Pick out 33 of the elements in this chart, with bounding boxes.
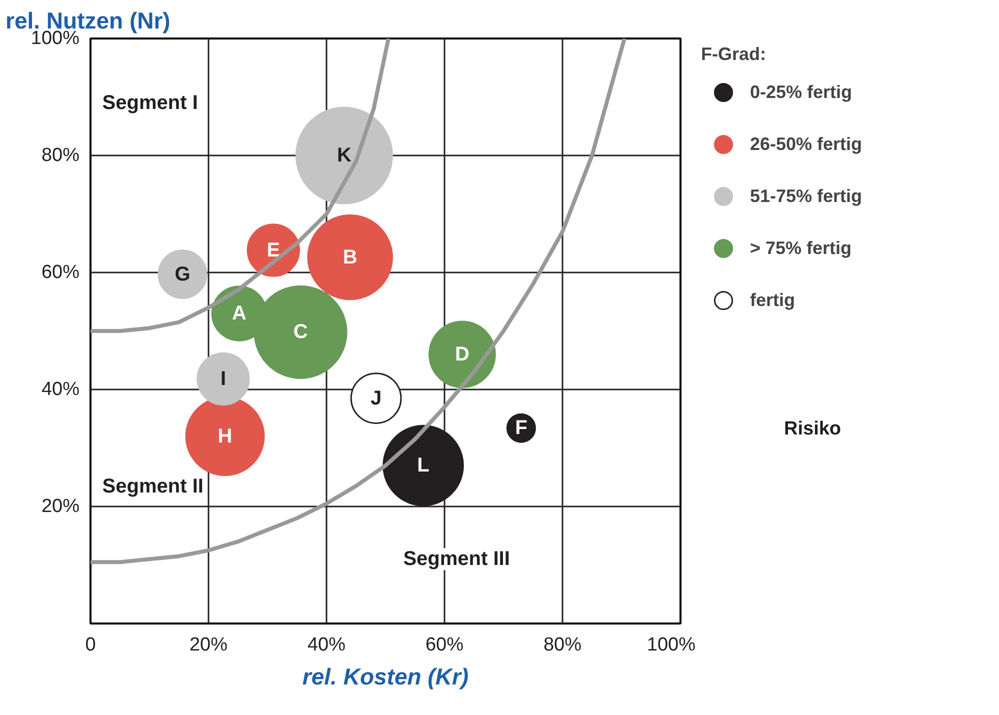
annotation: Segment III: [403, 548, 510, 570]
annotation: Segment I: [102, 92, 198, 114]
data-label: H: [218, 425, 232, 448]
x-tick-label: 20%: [189, 634, 228, 656]
legend-label: 51-75% fertig: [750, 184, 864, 208]
text: Risiko: [784, 418, 842, 440]
annotation: Segment II: [102, 476, 204, 498]
y-tick-label: 40%: [41, 379, 80, 400]
data-label: F: [515, 417, 528, 440]
data-label: B: [342, 246, 358, 268]
x-tick-label: 100%: [646, 634, 696, 656]
y-tick-label: 80%: [41, 145, 80, 166]
x-axis-title: rel. Kosten (Kr): [302, 664, 469, 690]
data-label: K: [336, 144, 352, 166]
data-label: C: [293, 321, 308, 344]
data-label: I: [220, 368, 226, 390]
y-tick-label: 60%: [41, 262, 80, 283]
legend-label: 26-50% fertig: [750, 132, 864, 156]
x-tick-label: 40%: [307, 634, 346, 656]
data-label: D: [454, 343, 470, 366]
y-tick-label: 20%: [41, 496, 80, 517]
legend-title: F-Grad:: [701, 44, 767, 65]
data-label: G: [174, 263, 190, 286]
legend-label: 0-25% fertig: [750, 80, 854, 104]
data-label: A: [232, 302, 246, 324]
x-tick-label: 0: [85, 634, 96, 656]
legend-label: fertig: [750, 288, 796, 312]
legend-label: > 75% fertig: [750, 236, 853, 260]
data-label: E: [266, 239, 280, 262]
data-label: J: [370, 387, 382, 410]
data-label: L: [417, 454, 430, 477]
x-tick-label: 60%: [425, 634, 464, 656]
x-tick-label: 80%: [543, 634, 582, 656]
